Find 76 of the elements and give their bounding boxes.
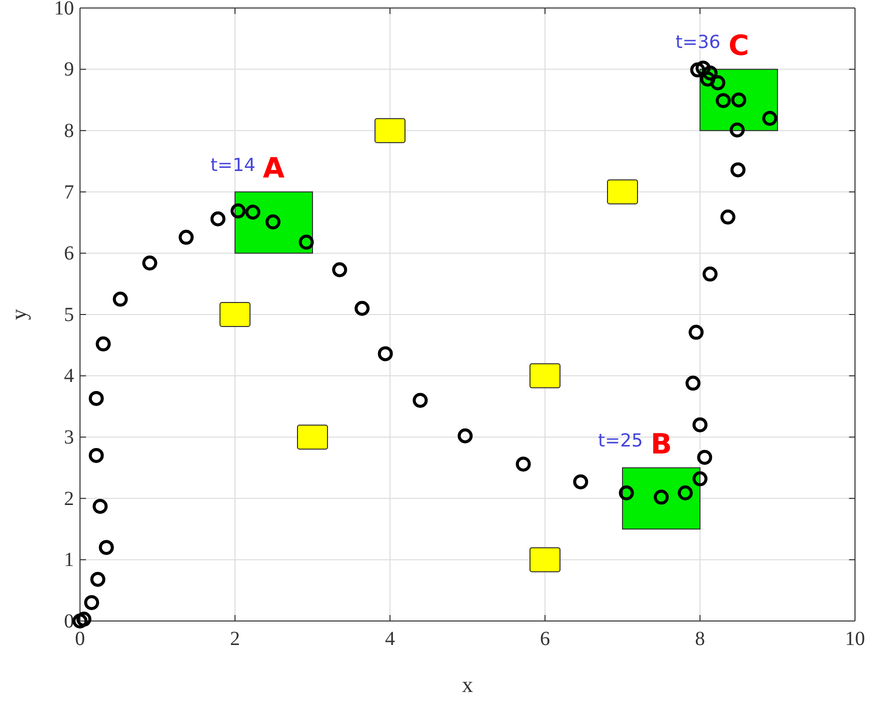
point [88, 448, 104, 463]
point [297, 424, 328, 450]
y-tick-label: 8 [64, 120, 74, 142]
x-axis-title: x [462, 672, 473, 697]
point [692, 417, 708, 432]
point [220, 302, 250, 327]
x-tick-label: 4 [385, 628, 395, 650]
point [692, 471, 708, 486]
point [210, 211, 226, 226]
point [458, 428, 473, 444]
point [731, 92, 746, 108]
point [96, 336, 111, 352]
point [516, 456, 531, 472]
x-tick-label: 10 [845, 628, 865, 650]
point [530, 363, 560, 388]
point [530, 547, 560, 572]
point [696, 60, 711, 76]
y-axis-title: y [6, 309, 31, 320]
point [142, 256, 158, 271]
point [245, 204, 260, 220]
point [374, 118, 406, 144]
annotation: t=36 [675, 32, 721, 54]
y-tick-label: 10 [54, 0, 74, 20]
point [230, 203, 246, 218]
point [702, 266, 718, 282]
point [688, 324, 704, 340]
point [720, 210, 736, 225]
point [378, 346, 393, 362]
y-tick-label: 3 [64, 426, 74, 448]
point [702, 65, 718, 80]
y-tick-label: 2 [64, 488, 74, 510]
point [98, 540, 114, 555]
point [76, 612, 92, 627]
x-tick-label: 8 [695, 628, 705, 650]
point [607, 179, 638, 204]
point [332, 262, 348, 278]
point [700, 72, 716, 87]
point [716, 93, 731, 108]
point [762, 110, 778, 126]
point [92, 498, 108, 514]
y-tick-label: 0 [64, 610, 74, 632]
y-tick-label: 7 [64, 181, 74, 204]
point [354, 300, 370, 316]
point [112, 292, 128, 307]
annotation: C [728, 28, 750, 62]
point [72, 614, 88, 628]
annotation: t=14 [210, 154, 256, 176]
x-tick-label: 6 [540, 628, 550, 650]
point [88, 390, 104, 406]
point [730, 162, 746, 178]
point [412, 392, 428, 408]
annotation: t=25 [598, 430, 644, 452]
point [697, 450, 712, 465]
point [618, 485, 634, 500]
annotation: B [650, 427, 672, 460]
point [678, 485, 693, 500]
point [654, 490, 669, 505]
y-tick-label: 5 [64, 304, 74, 326]
y-tick-label: 4 [64, 365, 74, 388]
annotation: A [262, 152, 285, 185]
point [686, 376, 701, 391]
point [710, 75, 726, 90]
x-tick-label: 2 [230, 628, 240, 650]
point [90, 572, 106, 587]
point [730, 122, 745, 138]
y-tick-label: 9 [64, 58, 74, 81]
bar [234, 191, 313, 254]
point [84, 595, 100, 610]
point [690, 62, 706, 78]
point [298, 234, 314, 250]
point [265, 214, 280, 230]
bar [622, 467, 700, 530]
y-tick-label: 1 [64, 549, 74, 572]
point [178, 230, 194, 245]
y-tick-label: 6 [64, 242, 74, 265]
point [573, 474, 588, 490]
